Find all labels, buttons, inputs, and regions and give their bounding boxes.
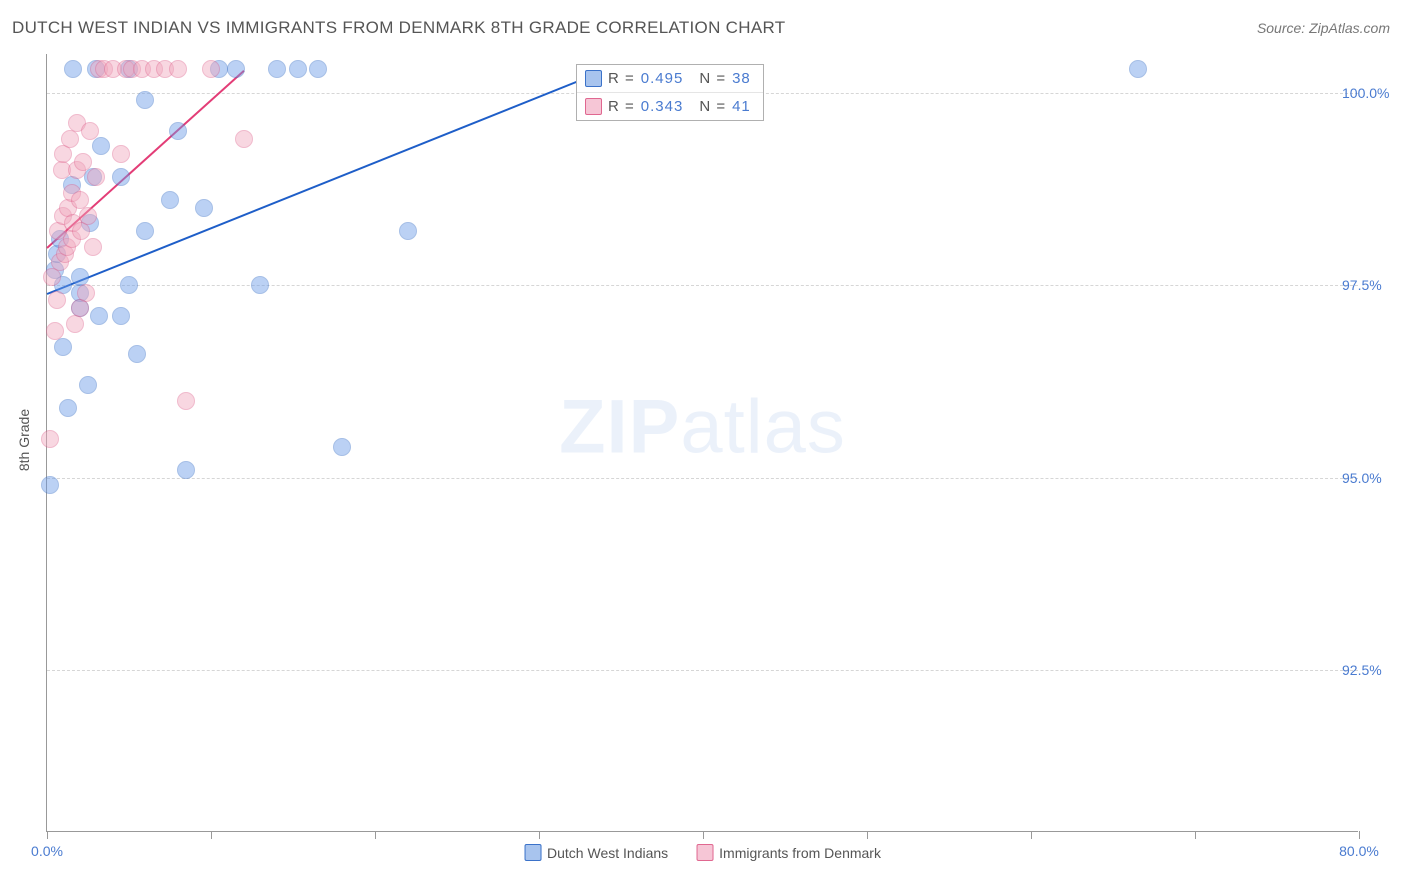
- scatter-point: [79, 207, 97, 225]
- scatter-point: [54, 338, 72, 356]
- scatter-point: [202, 60, 220, 78]
- r-value: 0.343: [641, 98, 684, 115]
- bottom-legend-label: Immigrants from Denmark: [719, 845, 881, 861]
- scatter-point: [84, 238, 102, 256]
- scatter-point: [136, 222, 154, 240]
- scatter-point: [268, 60, 286, 78]
- scatter-point: [128, 345, 146, 363]
- scatter-point: [289, 60, 307, 78]
- source-label: Source:: [1257, 20, 1305, 36]
- scatter-point: [195, 199, 213, 217]
- scatter-point: [72, 222, 90, 240]
- x-axis-start-label: 0.0%: [31, 843, 63, 859]
- scatter-point: [120, 276, 138, 294]
- scatter-point: [48, 291, 66, 309]
- scatter-point: [333, 438, 351, 456]
- n-value: 41: [732, 98, 751, 115]
- watermark-zip: ZIP: [559, 384, 680, 469]
- y-tick-label: 92.5%: [1342, 662, 1402, 678]
- scatter-point: [227, 60, 245, 78]
- scatter-point: [309, 60, 327, 78]
- plot-area: ZIPatlas 92.5%95.0%97.5%100.0%0.0%80.0%R…: [46, 54, 1358, 832]
- x-tick: [703, 831, 704, 839]
- stats-legend-row: R = 0.495 N = 38: [577, 65, 763, 92]
- scatter-point: [112, 145, 130, 163]
- watermark: ZIPatlas: [559, 383, 846, 470]
- legend-swatch: [696, 844, 713, 861]
- gridline-h: [47, 670, 1358, 671]
- scatter-point: [399, 222, 417, 240]
- source-value: ZipAtlas.com: [1309, 20, 1390, 36]
- scatter-point: [81, 122, 99, 140]
- scatter-point: [46, 322, 64, 340]
- stats-legend: R = 0.495 N = 38 R = 0.343 N = 41: [576, 64, 764, 121]
- scatter-point: [71, 299, 89, 317]
- x-tick: [375, 831, 376, 839]
- legend-swatch: [585, 98, 602, 115]
- legend-swatch: [524, 844, 541, 861]
- scatter-point: [74, 153, 92, 171]
- y-tick-label: 100.0%: [1342, 85, 1402, 101]
- scatter-point: [112, 307, 130, 325]
- scatter-point: [235, 130, 253, 148]
- x-tick: [1195, 831, 1196, 839]
- legend-swatch: [585, 70, 602, 87]
- scatter-point: [41, 476, 59, 494]
- scatter-point: [177, 461, 195, 479]
- r-label: R =: [608, 98, 635, 115]
- r-label: R =: [608, 70, 635, 87]
- scatter-point: [79, 376, 97, 394]
- bottom-legend-item: Dutch West Indians: [524, 844, 668, 861]
- scatter-point: [66, 315, 84, 333]
- n-label: N =: [699, 98, 726, 115]
- x-tick: [539, 831, 540, 839]
- trend-line: [47, 69, 605, 294]
- scatter-point: [161, 191, 179, 209]
- bottom-legend-label: Dutch West Indians: [547, 845, 668, 861]
- scatter-point: [77, 284, 95, 302]
- bottom-legend: Dutch West Indians Immigrants from Denmar…: [524, 844, 881, 861]
- y-tick-label: 97.5%: [1342, 277, 1402, 293]
- r-value: 0.495: [641, 70, 684, 87]
- scatter-point: [43, 268, 61, 286]
- n-label: N =: [699, 70, 726, 87]
- x-tick: [1031, 831, 1032, 839]
- scatter-point: [169, 60, 187, 78]
- y-axis-label: 8th Grade: [16, 409, 32, 471]
- scatter-point: [59, 399, 77, 417]
- x-tick: [47, 831, 48, 839]
- scatter-point: [169, 122, 187, 140]
- source-attribution: Source: ZipAtlas.com: [1257, 20, 1390, 36]
- stats-legend-row: R = 0.343 N = 41: [577, 92, 763, 120]
- chart-title: DUTCH WEST INDIAN VS IMMIGRANTS FROM DEN…: [12, 18, 785, 38]
- watermark-atlas: atlas: [680, 384, 846, 469]
- scatter-point: [61, 130, 79, 148]
- scatter-point: [54, 145, 72, 163]
- gridline-h: [47, 478, 1358, 479]
- bottom-legend-item: Immigrants from Denmark: [696, 844, 881, 861]
- x-tick: [1359, 831, 1360, 839]
- x-tick: [211, 831, 212, 839]
- gridline-h: [47, 285, 1358, 286]
- scatter-point: [1129, 60, 1147, 78]
- scatter-point: [136, 91, 154, 109]
- scatter-point: [87, 168, 105, 186]
- x-tick: [867, 831, 868, 839]
- scatter-point: [92, 137, 110, 155]
- n-value: 38: [732, 70, 751, 87]
- y-tick-label: 95.0%: [1342, 470, 1402, 486]
- scatter-point: [251, 276, 269, 294]
- scatter-point: [90, 307, 108, 325]
- scatter-point: [64, 60, 82, 78]
- x-axis-end-label: 80.0%: [1339, 843, 1379, 859]
- scatter-point: [112, 168, 130, 186]
- scatter-point: [41, 430, 59, 448]
- scatter-point: [177, 392, 195, 410]
